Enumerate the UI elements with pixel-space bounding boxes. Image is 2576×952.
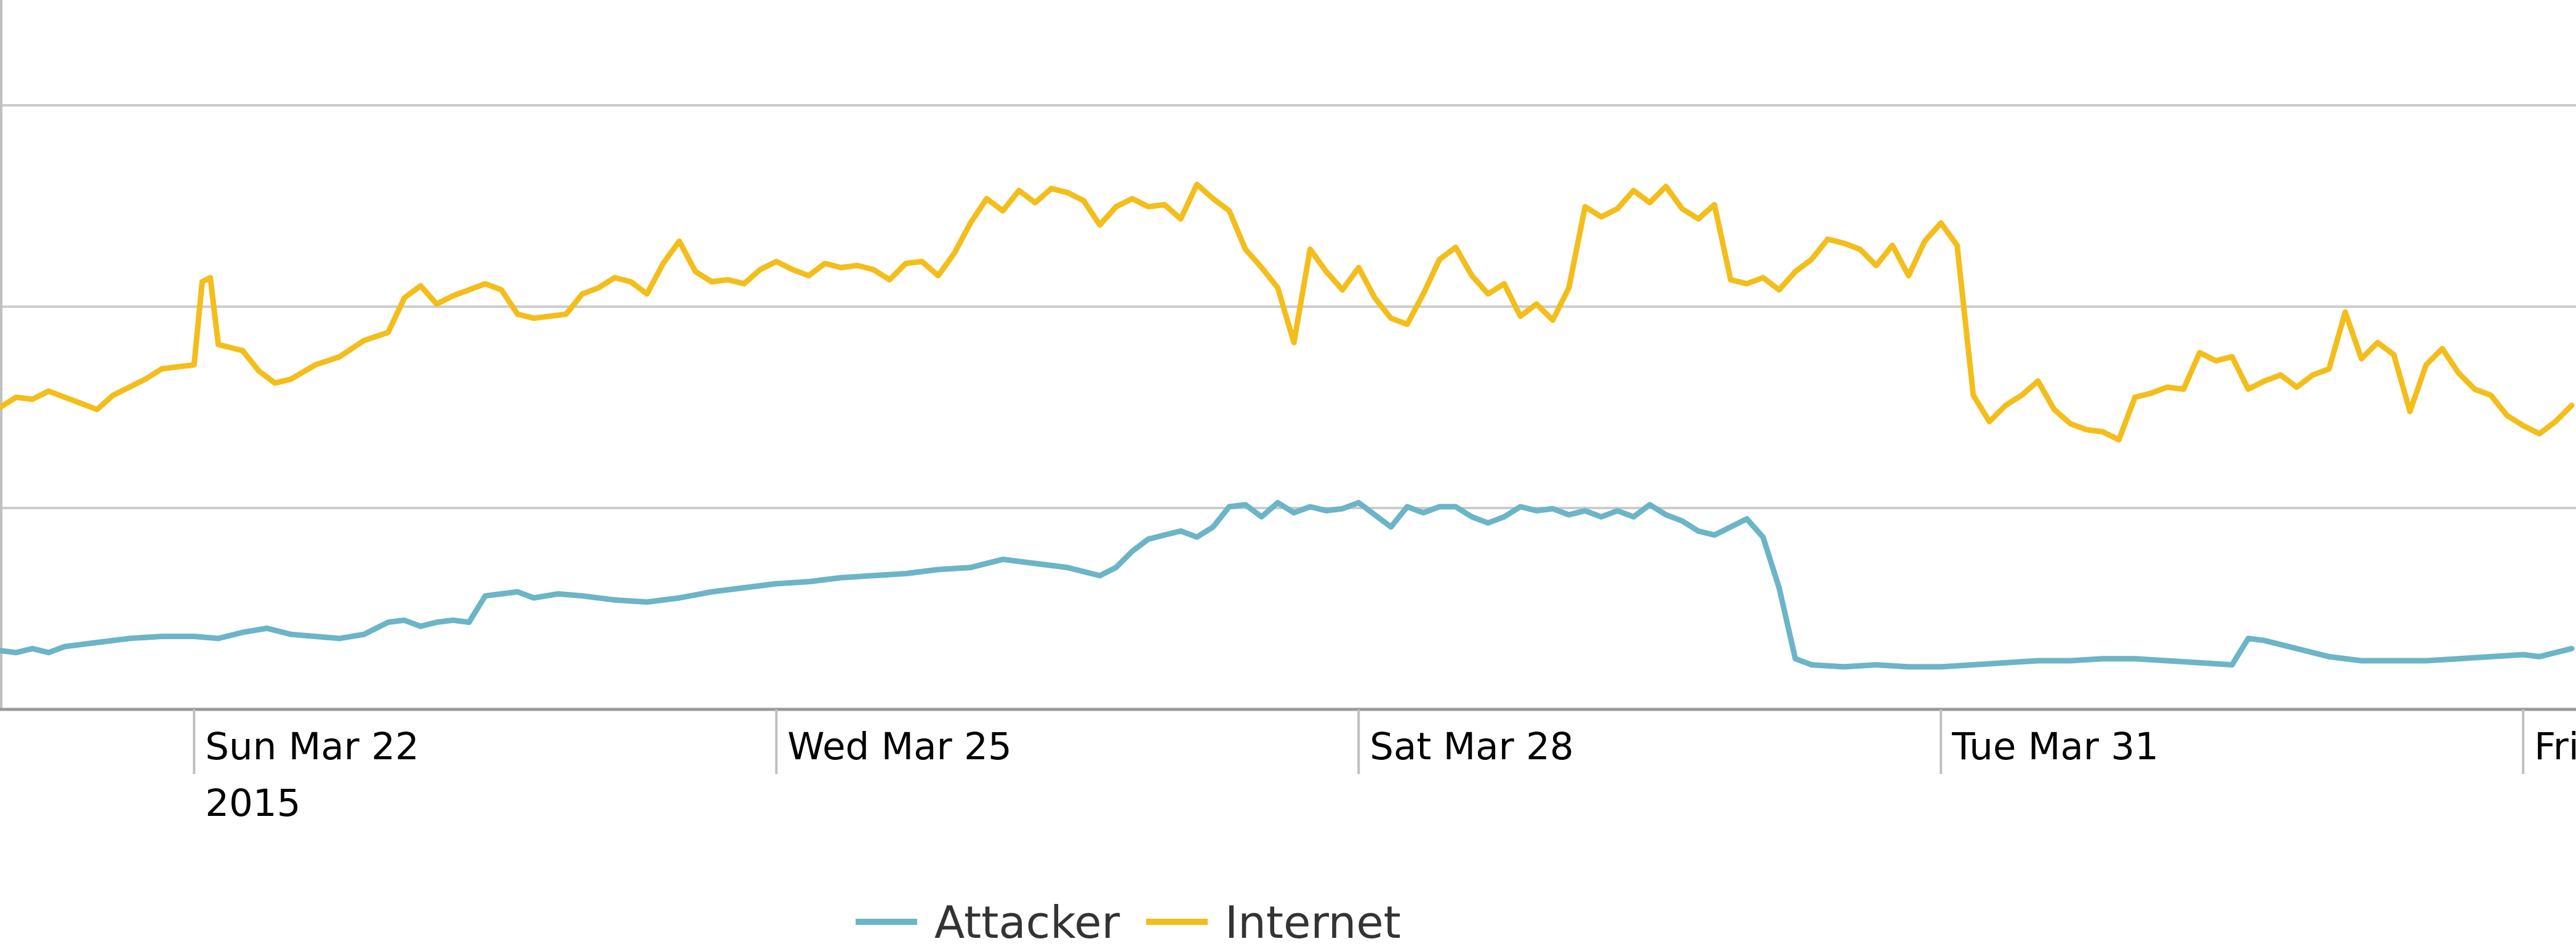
series-layer: [0, 182, 2575, 670]
x-tick-label: Sat Mar 28: [1370, 725, 1574, 768]
legend: Attacker Internet: [856, 897, 1401, 948]
x-tick-label: Wed Mar 25: [787, 725, 1011, 768]
series-line-attacker[interactable]: [0, 499, 2575, 670]
gridlines: [0, 104, 2576, 509]
x-tick-label: Tue Mar 31: [1951, 725, 2159, 768]
x-axis-ticks: Sun Mar 22 2015 Wed Mar 25 Sat Mar 28 Tue Ma…: [193, 709, 2576, 825]
x-tick-year-label: 2015: [205, 781, 300, 825]
series-line-internet[interactable]: [0, 182, 2575, 443]
legend-label-attacker[interactable]: Attacker: [934, 897, 1120, 948]
x-tick-label: Fri Apr 3: [2534, 725, 2576, 768]
legend-label-internet[interactable]: Internet: [1225, 897, 1401, 948]
x-tick-label: Sun Mar 22: [205, 725, 419, 768]
